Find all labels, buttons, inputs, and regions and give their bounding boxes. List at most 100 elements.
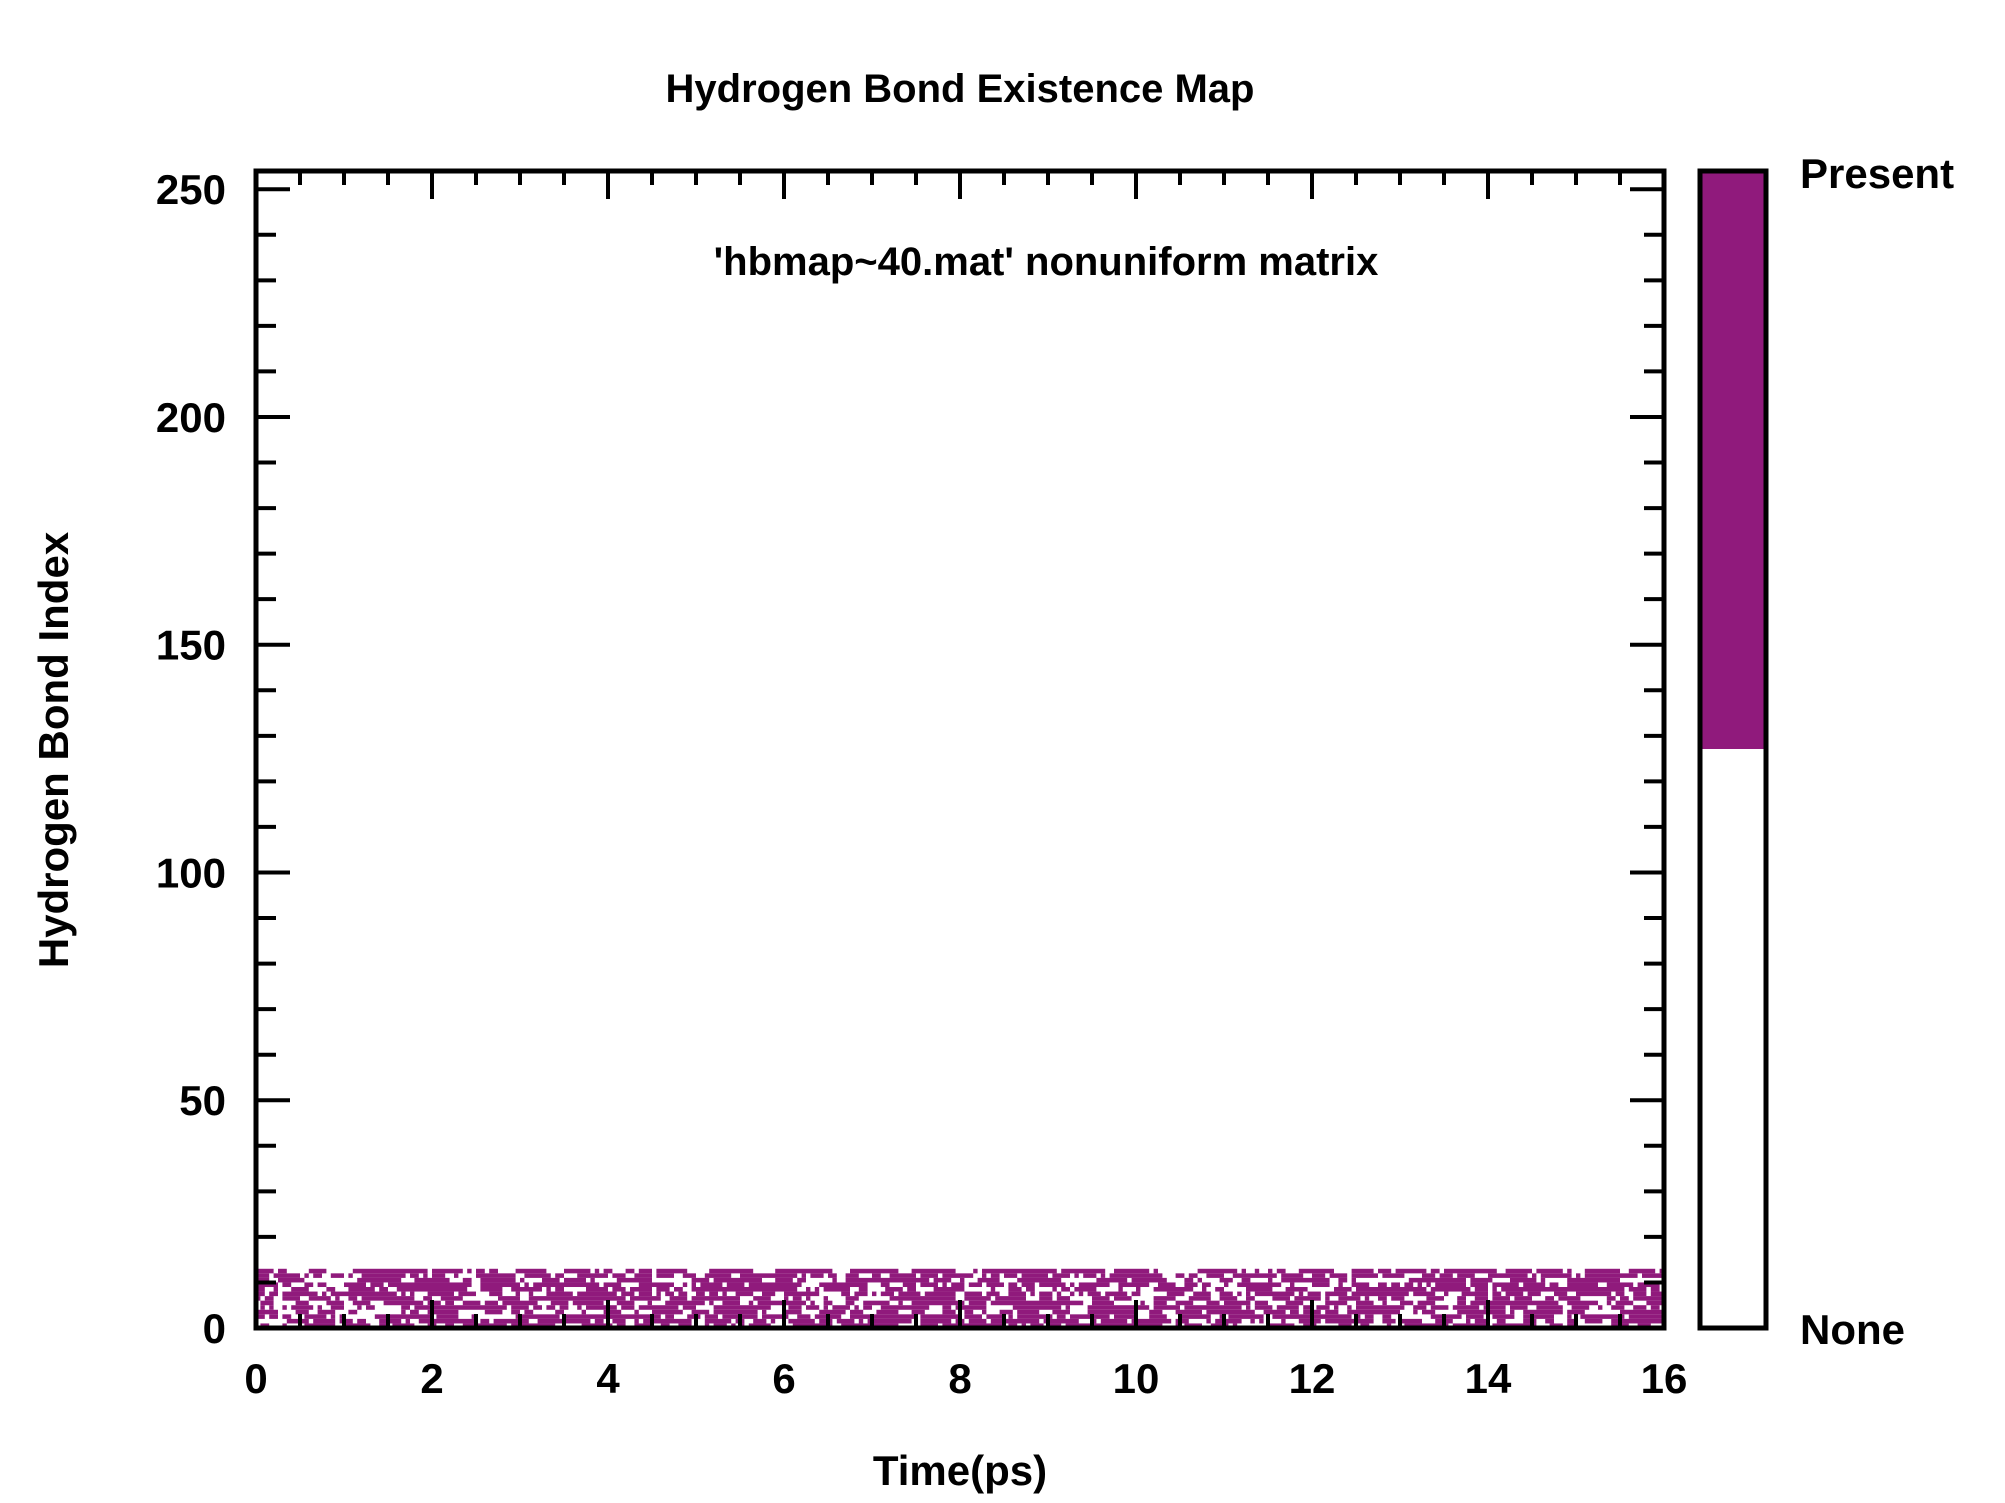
present-cell bbox=[1219, 1291, 1233, 1297]
present-cell bbox=[476, 1273, 516, 1278]
present-cell bbox=[995, 1296, 1026, 1301]
present-cell bbox=[577, 1305, 582, 1310]
present-cell bbox=[511, 1287, 542, 1292]
present-cell bbox=[1483, 1305, 1506, 1310]
present-cell bbox=[383, 1300, 424, 1306]
present-cell bbox=[616, 1300, 635, 1306]
present-cell bbox=[423, 1273, 428, 1278]
present-cell bbox=[832, 1277, 837, 1283]
present-cell bbox=[388, 1282, 472, 1288]
present-cell bbox=[546, 1291, 573, 1297]
present-cell bbox=[1136, 1287, 1141, 1292]
present-cell bbox=[1219, 1296, 1238, 1301]
present-cell bbox=[445, 1300, 454, 1306]
y-tick-label: 0 bbox=[203, 1305, 226, 1352]
present-cell bbox=[405, 1318, 410, 1324]
x-tick-label: 6 bbox=[772, 1355, 795, 1402]
present-cell bbox=[348, 1287, 375, 1292]
present-cell bbox=[880, 1291, 894, 1297]
present-cell bbox=[1400, 1300, 1414, 1306]
present-cell bbox=[700, 1282, 723, 1288]
present-cell bbox=[1474, 1296, 1488, 1301]
present-cell bbox=[682, 1305, 696, 1310]
present-cell bbox=[1470, 1277, 1493, 1283]
present-cell bbox=[256, 1282, 278, 1288]
present-cell bbox=[709, 1268, 754, 1274]
present-cell bbox=[691, 1282, 696, 1288]
present-cell bbox=[1430, 1287, 1471, 1292]
present-cell bbox=[704, 1314, 718, 1319]
y-tick-label: 250 bbox=[156, 166, 226, 213]
present-cell bbox=[691, 1277, 710, 1283]
present-cell bbox=[942, 1305, 952, 1310]
present-cell bbox=[1039, 1282, 1066, 1288]
present-cell bbox=[1426, 1282, 1431, 1288]
present-cell bbox=[256, 1268, 274, 1274]
present-cell bbox=[1351, 1268, 1374, 1274]
present-cell bbox=[1281, 1277, 1330, 1283]
present-cell bbox=[823, 1296, 828, 1301]
present-cell bbox=[1215, 1287, 1224, 1292]
present-cell bbox=[1329, 1273, 1348, 1278]
present-cell bbox=[726, 1282, 745, 1288]
present-cell bbox=[889, 1296, 956, 1301]
present-cell bbox=[1184, 1305, 1242, 1310]
present-cell bbox=[1457, 1273, 1475, 1278]
present-cell bbox=[665, 1300, 705, 1306]
present-cell bbox=[638, 1268, 652, 1274]
present-cell bbox=[621, 1291, 635, 1297]
present-cell bbox=[990, 1318, 1040, 1324]
present-cell bbox=[1325, 1291, 1348, 1297]
present-cell bbox=[410, 1309, 419, 1315]
present-cell bbox=[1052, 1287, 1057, 1292]
present-cell bbox=[1435, 1282, 1466, 1288]
present-cell bbox=[1347, 1305, 1352, 1310]
present-cell bbox=[1193, 1291, 1211, 1297]
present-cell bbox=[401, 1305, 410, 1310]
present-cell bbox=[1378, 1282, 1387, 1288]
present-cell bbox=[964, 1314, 982, 1319]
present-cell bbox=[564, 1314, 661, 1319]
present-cell bbox=[427, 1291, 454, 1297]
present-cell bbox=[753, 1318, 767, 1324]
present-cell bbox=[489, 1291, 503, 1297]
present-cell bbox=[911, 1268, 956, 1274]
present-cell bbox=[515, 1291, 520, 1297]
present-cell bbox=[656, 1291, 661, 1297]
present-cell bbox=[1096, 1277, 1128, 1283]
present-cell bbox=[1474, 1318, 1488, 1324]
present-cell bbox=[1351, 1273, 1378, 1278]
present-cell bbox=[401, 1309, 406, 1315]
legend-none-swatch bbox=[1700, 749, 1766, 1328]
present-cell bbox=[524, 1309, 534, 1315]
present-cell bbox=[652, 1309, 683, 1315]
present-cell bbox=[1056, 1291, 1062, 1297]
present-cell bbox=[1237, 1282, 1282, 1288]
present-cell bbox=[1611, 1318, 1664, 1324]
present-cell bbox=[1400, 1318, 1422, 1324]
present-cell bbox=[1351, 1282, 1370, 1288]
present-cell bbox=[1254, 1305, 1273, 1310]
present-cell bbox=[880, 1305, 930, 1310]
present-cell bbox=[898, 1300, 903, 1306]
present-cell bbox=[330, 1273, 344, 1278]
present-cell bbox=[269, 1314, 278, 1319]
present-cell bbox=[273, 1273, 300, 1278]
present-cell bbox=[1540, 1273, 1572, 1278]
present-cell bbox=[920, 1314, 960, 1319]
present-cell bbox=[1650, 1287, 1660, 1292]
present-cell bbox=[1276, 1305, 1299, 1310]
present-cell bbox=[1364, 1296, 1370, 1301]
present-cell bbox=[1650, 1291, 1664, 1297]
present-cell bbox=[1153, 1300, 1167, 1306]
present-cell bbox=[256, 1309, 278, 1315]
present-cell bbox=[907, 1287, 916, 1292]
present-cell bbox=[1404, 1282, 1414, 1288]
present-cell bbox=[357, 1305, 362, 1310]
present-cell bbox=[1241, 1268, 1246, 1274]
present-cell bbox=[1325, 1296, 1330, 1301]
present-cell bbox=[1241, 1277, 1251, 1283]
present-cell bbox=[1510, 1309, 1515, 1315]
present-cell bbox=[1298, 1318, 1321, 1324]
present-cell bbox=[1131, 1318, 1172, 1324]
